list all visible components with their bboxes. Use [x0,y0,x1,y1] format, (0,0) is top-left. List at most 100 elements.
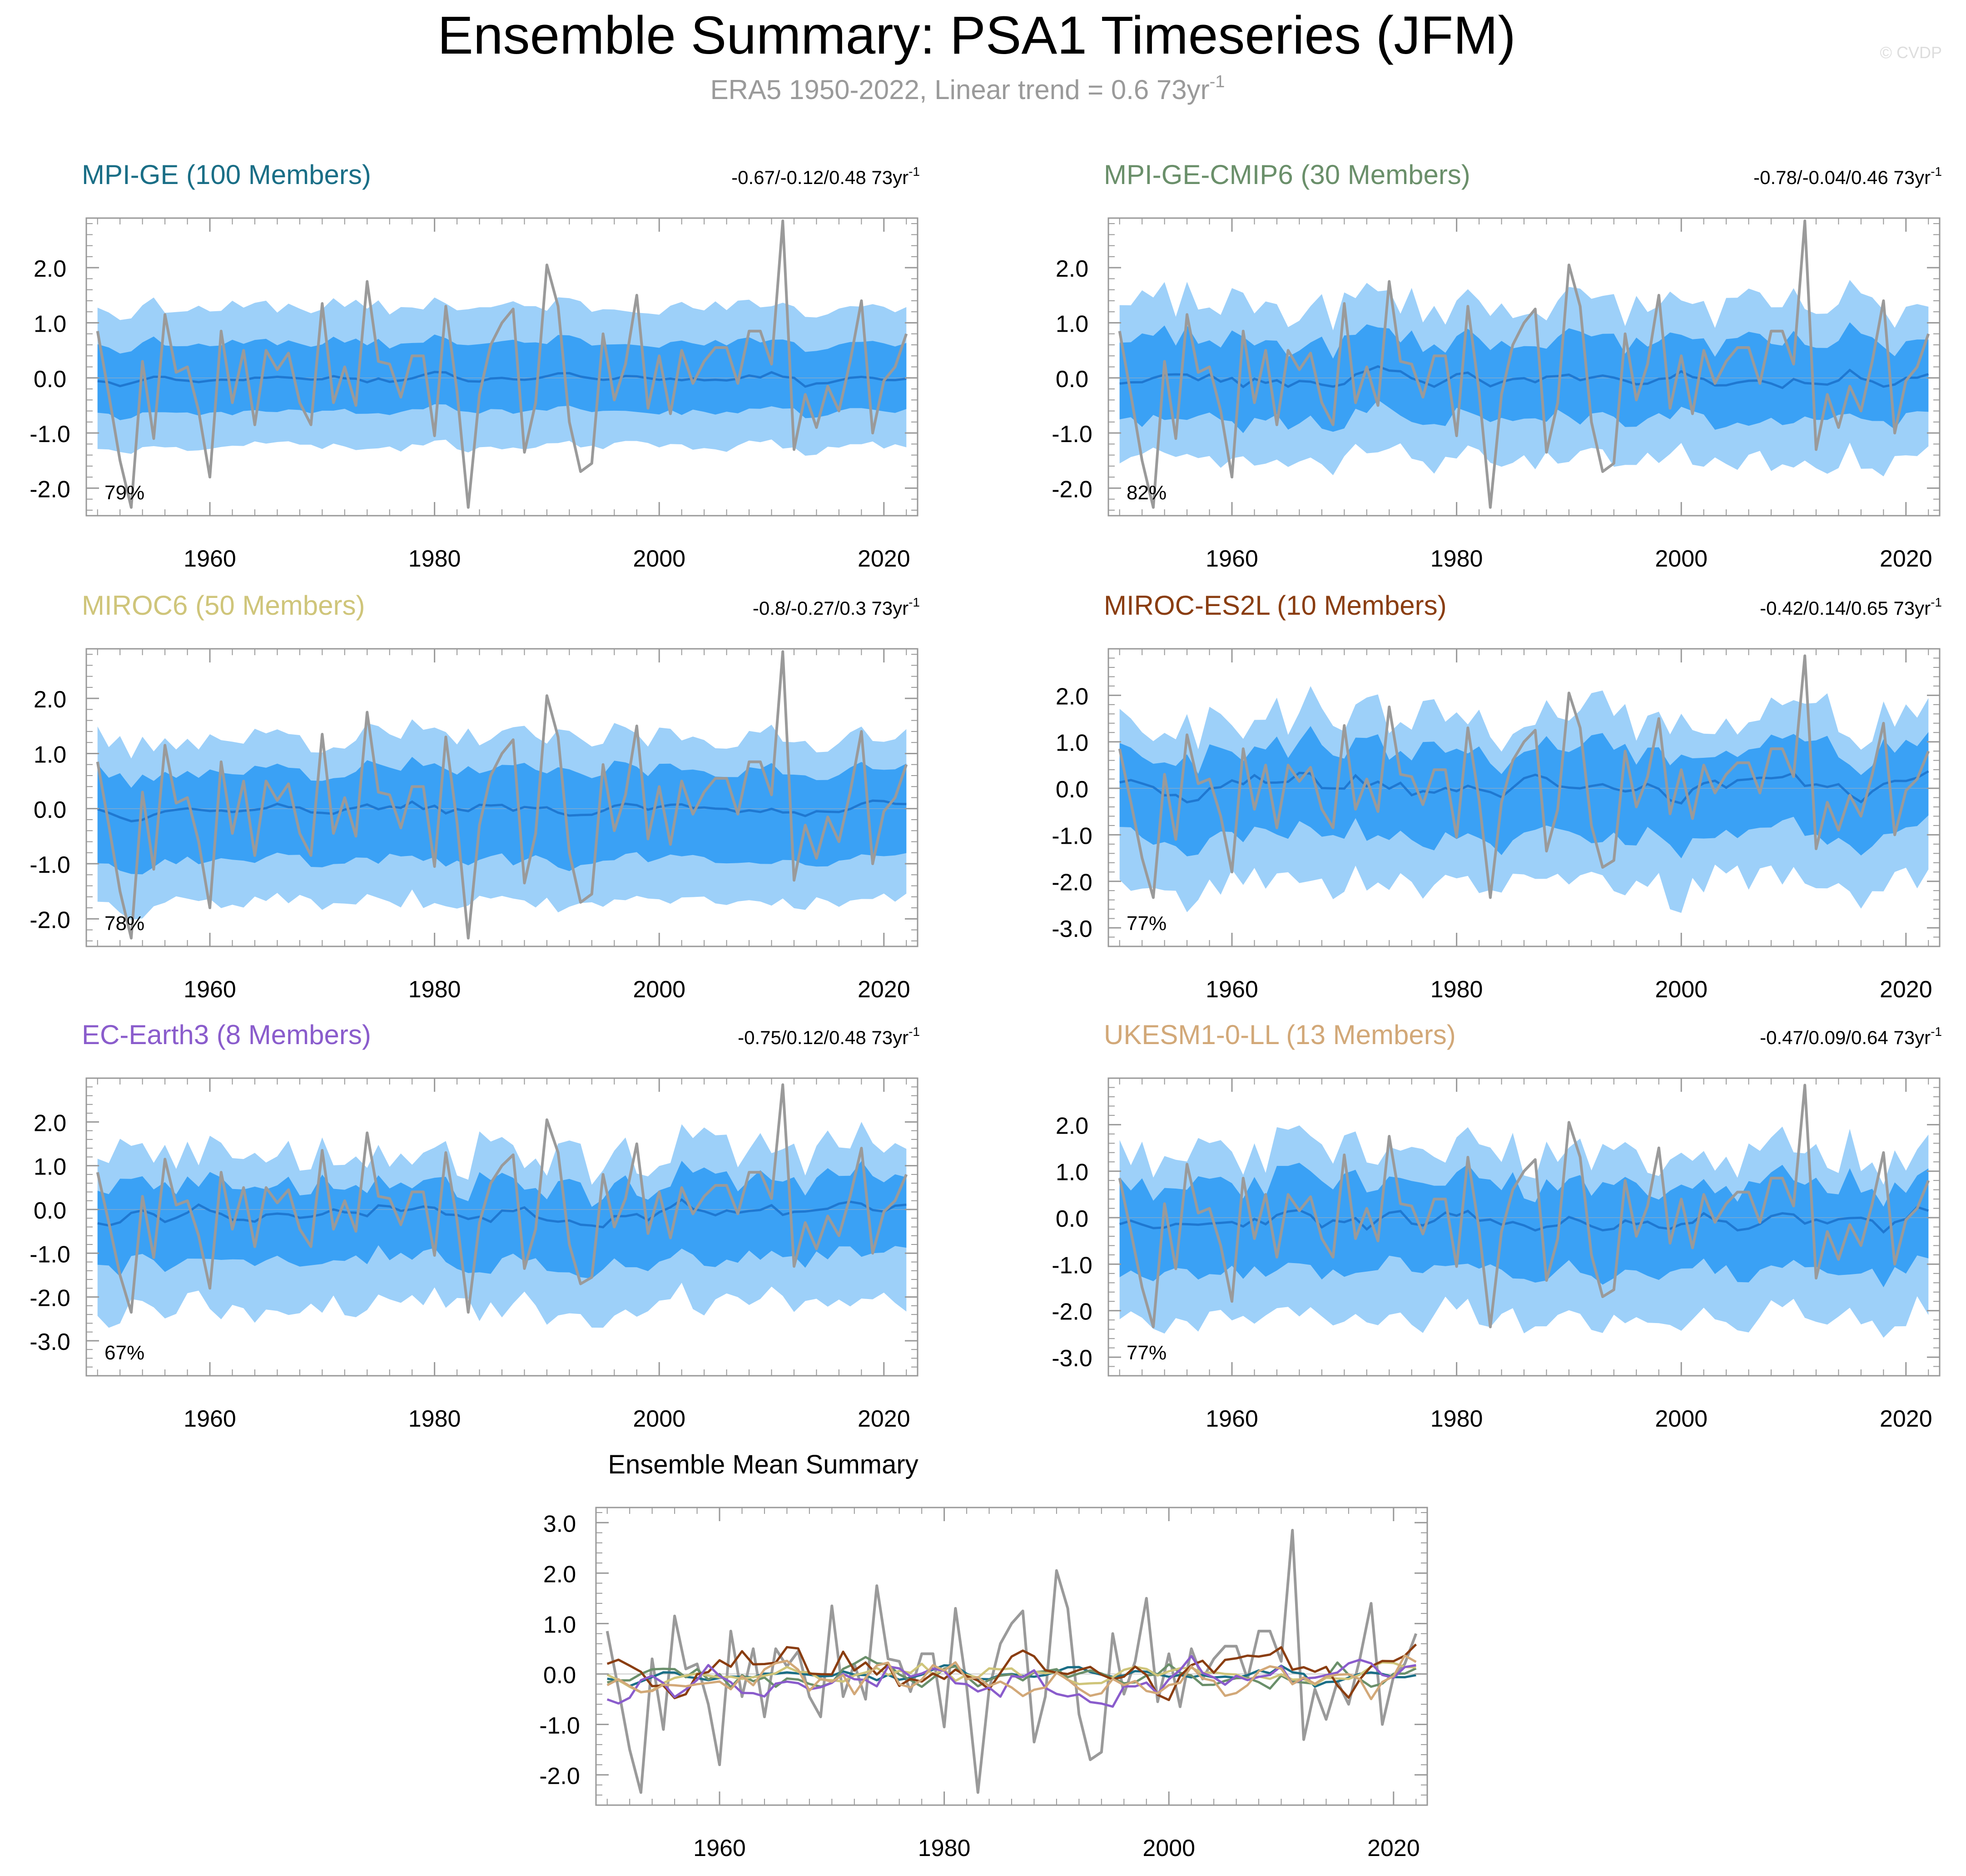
y-tick-label: -2.0 [1052,870,1092,896]
trend-superscript: -1 [909,595,920,609]
plot-area [1108,1084,1940,1338]
trend-value: -0.47/0.09/0.64 73yr [1760,1027,1931,1048]
x-tick-label: 2000 [1655,546,1708,572]
observed-line [96,1083,908,1314]
plot-area [596,1529,1427,1794]
subtitle-text: ERA5 1950-2022, Linear trend = 0.6 73yr [710,75,1210,105]
y-tick-label: 2.0 [34,256,66,282]
trend-value: -0.78/-0.04/0.46 73yr [1753,167,1931,188]
observed-line [1118,219,1930,509]
x-tick-label: 2000 [1655,1406,1708,1432]
percent-label: 77% [1127,1342,1167,1364]
trend-value: -0.67/-0.12/0.48 73yr [731,167,909,188]
figure-subtitle: ERA5 1950-2022, Linear trend = 0.6 73yr-… [710,72,1225,105]
x-tick-label: 1980 [408,1406,461,1432]
observed-line [96,219,908,509]
panel-title: UKESM1-0-LL (13 Members) [1104,1020,1456,1050]
panel-miroc6: 2.0 1.0 0.0 -1.0 -2.0 1960 1980 2000 2020 MIROC6 … [30,590,920,1003]
x-tick-label: 2020 [1880,546,1932,572]
y-tick-label: -1.0 [1052,1252,1092,1279]
x-tick-label: 2000 [1655,976,1708,1003]
percent-label: 79% [104,482,144,504]
x-tick-label: 1960 [1206,546,1258,572]
x-tick-label: 2000 [1142,1835,1195,1861]
percent-label: 67% [104,1342,144,1364]
observed-line [96,650,908,940]
y-tick-label: 1.0 [34,311,66,337]
y-tick-label: -3.0 [1052,1345,1092,1372]
y-tick-label: 0.0 [34,1198,66,1224]
observed-line [1118,654,1930,899]
y-tick-label: 2.0 [34,1110,66,1136]
trend-value: -0.75/0.12/0.48 73yr [738,1027,909,1048]
panel-title: MIROC-ES2L (10 Members) [1104,590,1447,621]
panel-mpi-ge: 2.0 1.0 0.0 -1.0 -2.0 1960 1980 2000 2020 MPI-GE … [30,159,920,572]
percent-label: 82% [1127,482,1167,504]
y-tick-label: -2.0 [1052,1299,1092,1325]
x-tick-label: 1960 [184,976,236,1003]
plot-area [86,1083,918,1328]
panel-title: EC-Earth3 (8 Members) [82,1020,371,1050]
y-tick-label: 2.0 [1056,1113,1088,1139]
ensemble-mean-line [97,799,907,822]
y-tick-label: 1.0 [1056,730,1088,756]
trend-label: -0.8/-0.27/0.3 73yr-1 [753,595,920,619]
ensemble-mean-line [1119,365,1929,389]
plot-area [86,219,918,509]
y-tick-label: -3.0 [1052,916,1092,942]
trend-superscript: -1 [1931,1025,1942,1039]
x-tick-label: 2020 [858,546,910,572]
y-tick-label: -1.0 [539,1712,580,1739]
model-mean-line [606,1655,1416,1708]
trend-superscript: -1 [1931,595,1942,609]
y-tick-label: 3.0 [543,1511,576,1537]
x-tick-label: 1980 [1430,976,1483,1003]
y-tick-label: -3.0 [30,1329,70,1355]
x-tick-label: 2020 [1880,976,1932,1003]
x-tick-label: 1980 [1430,1406,1483,1432]
panel-ensemble-mean-summary: 3.0 2.0 1.0 0.0 -1.0 -2.0 1960 1980 2000 2020 Ense… [539,1450,1428,1861]
panel-title: Ensemble Mean Summary [608,1450,918,1479]
observed-line [606,1529,1418,1794]
trend-label: -0.42/0.14/0.65 73yr-1 [1760,595,1942,619]
observed-line [1118,1084,1930,1329]
trend-value: -0.8/-0.27/0.3 73yr [753,597,909,619]
x-tick-label: 1960 [184,546,236,572]
trend-value: -0.42/0.14/0.65 73yr [1760,597,1931,619]
x-tick-label: 2020 [1367,1835,1420,1861]
y-tick-label: 1.0 [34,741,66,768]
panel-title: MPI-GE (100 Members) [82,159,371,190]
y-tick-label: 2.0 [1056,683,1088,710]
x-tick-label: 1960 [184,1406,236,1432]
trend-superscript: -1 [1931,164,1942,179]
y-tick-label: -1.0 [30,421,70,448]
trend-label: -0.67/-0.12/0.48 73yr-1 [731,164,920,188]
x-tick-label: 1980 [408,976,461,1003]
panel-mpi-ge-cmip6: 2.0 1.0 0.0 -1.0 -2.0 1960 1980 2000 2020 MPI-GE-… [1052,159,1942,572]
x-tick-label: 2020 [858,976,910,1003]
trend-superscript: -1 [909,164,920,179]
plot-area [1108,219,1940,509]
x-tick-label: 2020 [858,1406,910,1432]
y-tick-label: -2.0 [1052,476,1092,503]
inner-spread-band [97,1160,907,1279]
x-tick-label: 2000 [633,546,685,572]
y-tick-label: 2.0 [543,1561,576,1587]
x-tick-label: 1980 [408,546,461,572]
x-tick-label: 1980 [1430,546,1483,572]
x-tick-label: 2020 [1880,1406,1932,1432]
plot-area [1108,654,1940,913]
y-tick-label: 0.0 [34,797,66,823]
watermark: © CVDP [1880,43,1942,62]
y-tick-label: -1.0 [30,1241,70,1268]
y-tick-label: -2.0 [539,1763,580,1789]
y-tick-label: 0.0 [543,1662,576,1688]
ensemble-mean-line [97,1198,907,1229]
panel-ukesm1-0-ll: 2.0 1.0 0.0 -1.0 -2.0 -3.0 1960 1980 2000 2020 UKE… [1052,1020,1942,1432]
plot-area [86,650,918,940]
percent-label: 78% [104,912,144,935]
y-tick-label: 1.0 [1056,311,1088,337]
inner-spread-band [97,756,907,875]
y-tick-label: 2.0 [34,687,66,713]
